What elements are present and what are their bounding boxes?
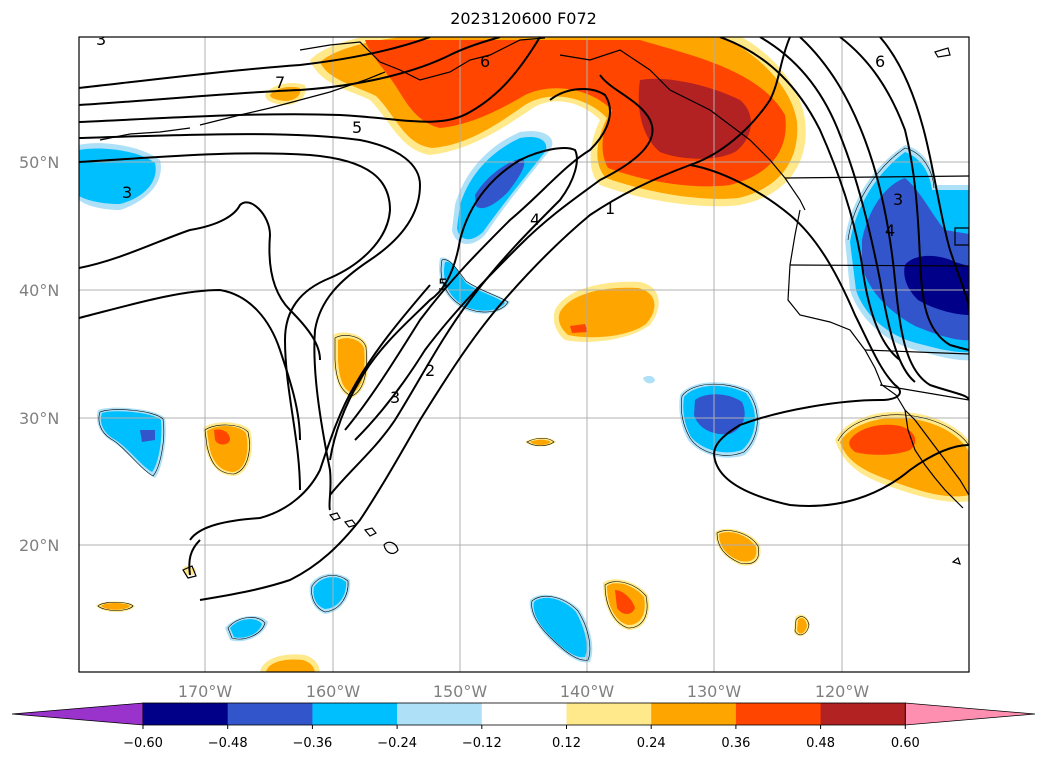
- graticule: [79, 37, 969, 672]
- colorbar-tick-label: −0.36: [292, 736, 332, 751]
- colorbar-extend-high: [904, 702, 1036, 726]
- contour-label: 3: [122, 183, 132, 202]
- colorbar-segment: [227, 703, 313, 725]
- colorbar-tick-label: −0.24: [377, 736, 417, 751]
- longitude-labels: 170°W 160°W 150°W 140°W 130°W 120°W: [178, 682, 870, 701]
- contour-label: 3: [390, 388, 400, 407]
- contour-label: 4: [530, 210, 540, 229]
- contour-label: 5: [352, 118, 362, 137]
- lat-label: 50°N: [19, 153, 59, 172]
- contour-label: 6: [480, 52, 490, 71]
- contour-label: 3: [96, 30, 106, 49]
- colorbar-segment: [481, 703, 567, 725]
- plot-title: 2023120600 F072: [450, 9, 597, 28]
- lat-label: 40°N: [19, 281, 59, 300]
- anomaly-outlines: [97, 147, 969, 661]
- lon-label: 160°W: [306, 682, 361, 701]
- colorbar-tick-label: −0.48: [208, 736, 248, 751]
- colorbar-tick-label: −0.12: [462, 736, 502, 751]
- colorbar-tick-label: 0.24: [637, 736, 666, 751]
- colorbar-tick-label: 0.12: [552, 736, 581, 751]
- colorbar-segment: [566, 703, 652, 725]
- contour-label: 1: [605, 199, 615, 218]
- colorbar-tick-label: −0.60: [123, 736, 163, 751]
- latitude-labels: 50°N 40°N 30°N 20°N: [19, 153, 59, 555]
- colorbar-segment: [651, 703, 737, 725]
- coastlines: [99, 37, 969, 579]
- lat-label: 30°N: [19, 409, 59, 428]
- positive-anomaly-north: [265, 37, 806, 207]
- lat-label: 20°N: [19, 536, 59, 555]
- colorbar-segment: [397, 703, 483, 725]
- colorbar-segment: [312, 703, 398, 725]
- map-frame: [78, 36, 970, 673]
- contour-label: 2: [425, 361, 435, 380]
- contour-label: 5: [438, 275, 448, 294]
- lon-label: 130°W: [687, 682, 742, 701]
- colorbar-tick-label: 0.60: [891, 736, 920, 751]
- contour-label: 4: [885, 221, 895, 240]
- colorbar-tick-label: 0.48: [806, 736, 835, 751]
- lon-label: 140°W: [560, 682, 615, 701]
- lon-label: 120°W: [815, 682, 870, 701]
- contour-label: 3: [893, 190, 903, 209]
- map-area: 7 6 5 4 3 2 1 5 3 6 3 4 3: [79, 30, 969, 672]
- colorbar-border: [142, 702, 906, 726]
- contour-label: 7: [275, 73, 285, 92]
- lon-label: 170°W: [178, 682, 233, 701]
- colorbar: −0.60 −0.48 −0.36 −0.24 −0.12 0.12 0.24 0.36 0.4…: [11, 702, 1036, 751]
- contour-label-group: 7 6 5 4 3 2 1 5 3 6 3 4 3: [96, 30, 903, 407]
- colorbar-segment: [735, 703, 822, 725]
- contour-lines: [79, 37, 969, 601]
- colorbar-segment: [820, 703, 906, 725]
- colorbar-extend-low: [11, 702, 144, 726]
- colorbar-segment: [143, 703, 229, 725]
- colorbar-tick-label: 0.36: [721, 736, 750, 751]
- positive-anomaly-small: [96, 281, 810, 672]
- contour-label: 6: [875, 52, 885, 71]
- lon-label: 150°W: [433, 682, 488, 701]
